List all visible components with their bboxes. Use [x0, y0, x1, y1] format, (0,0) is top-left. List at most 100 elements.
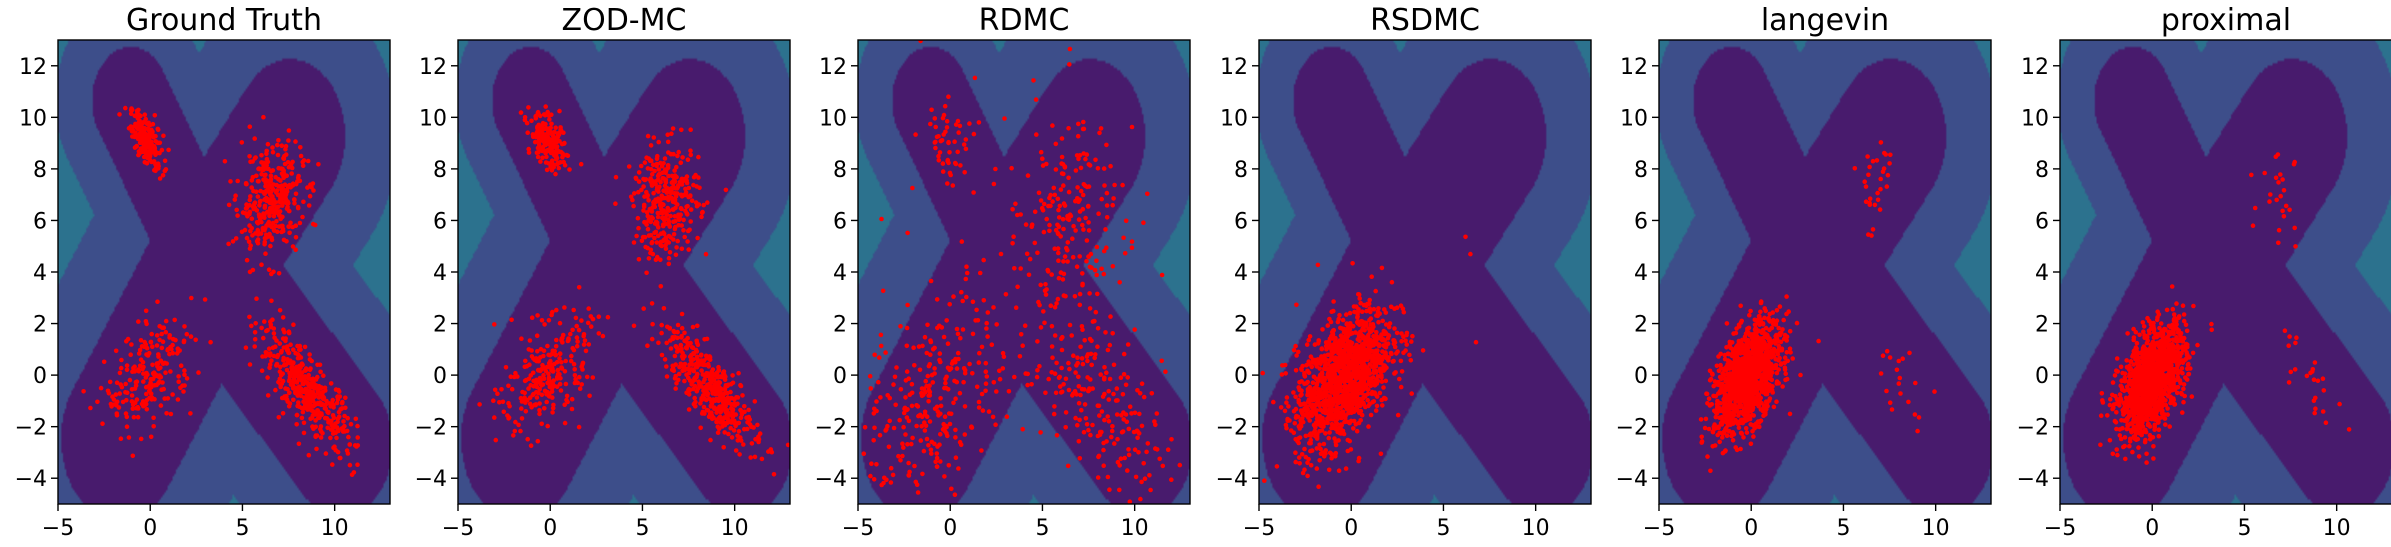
scatter-points	[1698, 140, 1937, 474]
scatter-point	[668, 346, 674, 351]
scatter-point	[252, 136, 257, 141]
scatter-point	[1383, 322, 1389, 327]
scatter-point	[330, 428, 335, 433]
scatter-point	[586, 306, 591, 311]
scatter-point	[922, 420, 927, 425]
scatter-point	[1120, 392, 1126, 397]
scatter-point	[1054, 433, 1060, 438]
scatter-point	[351, 470, 357, 475]
scatter-point	[1329, 386, 1334, 392]
scatter-point	[639, 238, 645, 244]
scatter-point	[1101, 440, 1106, 446]
scatter-point	[1366, 326, 1371, 331]
scatter-point	[1099, 266, 1104, 272]
scatter-point	[1329, 455, 1334, 461]
scatter-point	[740, 393, 745, 398]
scatter-point	[1724, 345, 1729, 350]
scatter-point	[944, 125, 950, 130]
scatter-point	[247, 154, 252, 159]
scatter-point	[554, 139, 560, 144]
scatter-point	[900, 453, 905, 459]
scatter-point	[664, 374, 670, 379]
scatter-point	[233, 236, 239, 241]
scatter-point	[882, 475, 887, 481]
scatter-point	[1283, 371, 1288, 376]
scatter-point	[682, 234, 687, 240]
scatter-point	[659, 164, 665, 169]
scatter-point	[663, 246, 669, 251]
scatter-point	[702, 411, 707, 416]
scatter-point	[1408, 358, 1414, 363]
scatter-point	[182, 368, 187, 373]
scatter-point	[1315, 387, 1321, 392]
scatter-point	[551, 402, 556, 408]
scatter-point	[904, 325, 910, 331]
scatter-point	[113, 348, 119, 354]
scatter-point	[222, 159, 228, 164]
scatter-point	[545, 423, 550, 429]
scatter-point	[1123, 412, 1129, 417]
scatter-point	[1107, 342, 1113, 348]
scatter-point	[921, 448, 927, 454]
scatter-point	[872, 406, 877, 412]
scatter-point	[252, 344, 257, 349]
scatter-point	[897, 417, 902, 423]
scatter-point	[670, 207, 676, 212]
scatter-point	[656, 167, 662, 172]
scatter-point	[707, 412, 713, 417]
scatter-point	[1288, 428, 1294, 433]
scatter-point	[163, 167, 169, 172]
scatter-point	[1105, 414, 1110, 419]
scatter-point	[1010, 241, 1015, 246]
scatter-point	[265, 375, 270, 380]
scatter-point	[1363, 404, 1368, 410]
scatter-point	[294, 412, 300, 418]
scatter-point	[660, 215, 665, 221]
scatter-point	[1344, 387, 1350, 393]
scatter-point	[1004, 414, 1010, 420]
scatter-point	[708, 403, 714, 408]
scatter-point	[1357, 338, 1362, 344]
scatter-point	[1082, 338, 1087, 343]
scatter-point	[348, 421, 354, 427]
scatter-point	[682, 330, 687, 336]
scatter-point	[157, 337, 162, 343]
scatter-point	[672, 353, 678, 359]
scatter-point	[1383, 378, 1389, 384]
scatter-point	[1065, 248, 1070, 253]
scatter-point	[175, 397, 181, 402]
scatter-point	[159, 331, 164, 337]
scatter-point	[165, 347, 171, 352]
scatter-point	[759, 456, 765, 462]
scatter-point	[1336, 468, 1342, 474]
scatter-point	[1284, 400, 1289, 405]
scatter-point	[641, 176, 646, 182]
scatter-point	[278, 350, 284, 355]
scatter-point	[658, 210, 663, 216]
scatter-point	[1338, 373, 1344, 378]
scatter-point	[1326, 467, 1332, 473]
scatter-point	[283, 143, 289, 149]
scatter-point	[678, 342, 684, 348]
scatter-point	[268, 324, 274, 330]
scatter-point	[646, 256, 652, 261]
scatter-point	[156, 380, 161, 386]
scatter-point	[938, 138, 944, 144]
scatter-point	[302, 344, 308, 350]
scatter-point	[938, 459, 943, 464]
scatter-point	[1345, 405, 1350, 411]
scatter-point	[1067, 322, 1073, 328]
scatter-point	[721, 400, 726, 406]
scatter-point	[1348, 371, 1354, 376]
scatter-point	[707, 376, 713, 381]
scatter-point	[906, 460, 911, 466]
scatter-point	[1303, 433, 1309, 439]
scatter-point	[182, 324, 187, 329]
scatter-point	[749, 441, 755, 446]
scatter-point	[1376, 306, 1381, 311]
scatter-point	[1121, 372, 1127, 377]
scatter-point	[581, 342, 587, 347]
scatter-point	[1395, 412, 1401, 418]
scatter-point	[1310, 357, 1316, 363]
scatter-point	[679, 206, 684, 212]
